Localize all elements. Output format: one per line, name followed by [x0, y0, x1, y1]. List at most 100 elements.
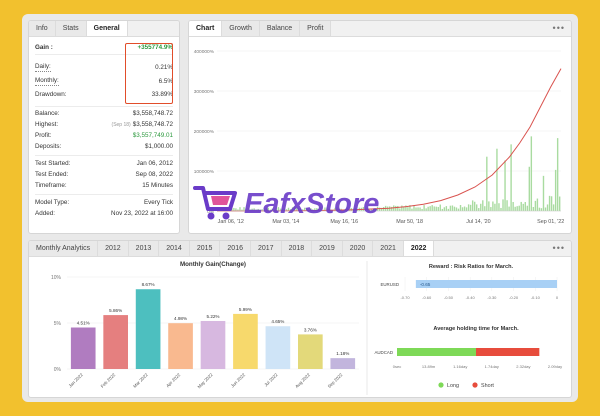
volume-bar	[259, 209, 261, 211]
tab-year-2019[interactable]: 2019	[312, 241, 343, 256]
tab-stats[interactable]: Stats	[55, 21, 87, 36]
volume-bar	[231, 208, 233, 211]
drawdown-row: Drawdown: 33.89%	[35, 90, 173, 100]
volume-bar	[255, 209, 257, 211]
tab-year-2022[interactable]: 2022	[403, 241, 435, 256]
short-bar	[476, 348, 540, 356]
monthly-menu-button[interactable]: •••	[552, 243, 565, 253]
tab-general[interactable]: General	[86, 21, 128, 36]
balance-value: $3,558,748.72	[132, 110, 173, 117]
volume-bar	[484, 206, 486, 211]
tab-chart[interactable]: Chart	[189, 21, 223, 36]
volume-bar	[554, 169, 557, 211]
volume-bar	[546, 204, 549, 211]
legend-label[interactable]: Short	[481, 383, 494, 389]
tab-growth[interactable]: Growth	[222, 21, 260, 36]
month-label: May 2022	[197, 372, 215, 390]
symbol-label: EURUSD	[380, 282, 399, 287]
volume-bar	[304, 207, 306, 211]
y-tick-label: 200000%	[194, 129, 215, 135]
month-label: Apr 2022	[165, 372, 182, 389]
monthly-gain-bar	[298, 334, 323, 369]
volume-bar	[407, 207, 409, 211]
volume-bar	[435, 206, 437, 211]
tab-year-2016[interactable]: 2016	[220, 241, 251, 256]
model-type-row: Model Type: Every Tick	[35, 198, 173, 208]
month-label: Feb 2022	[100, 372, 117, 389]
volume-bar	[530, 136, 533, 211]
volume-bar	[548, 195, 551, 211]
tab-year-2021[interactable]: 2021	[373, 241, 404, 256]
volume-bar	[243, 207, 245, 211]
volume-bar	[455, 207, 458, 211]
volume-bar	[395, 205, 397, 211]
volume-bar	[534, 200, 537, 211]
tab-info[interactable]: Info	[29, 21, 56, 36]
volume-bar	[427, 206, 429, 211]
divider	[35, 155, 173, 156]
volume-bar	[253, 208, 255, 211]
monthly-label: Monthly:	[35, 77, 59, 86]
stats-panel: Info Stats General Gain : +355774.9% Dai…	[28, 20, 180, 234]
tab-year-2013[interactable]: 2013	[128, 241, 160, 256]
x-tick-label: Sep 01, '22	[537, 219, 564, 225]
volume-bar	[419, 207, 421, 211]
tab-year-2020[interactable]: 2020	[342, 241, 374, 256]
y-tick-label: 0%	[54, 367, 62, 373]
long-bar	[397, 348, 476, 356]
x-tick-label: -0.50	[444, 295, 454, 300]
volume-bar	[320, 207, 322, 211]
volume-bar	[267, 207, 269, 211]
volume-bar	[372, 208, 375, 211]
tab-monthly-analytics[interactable]: Monthly Analytics	[29, 241, 99, 256]
test-started-row: Test Started: Jan 06, 2012	[35, 159, 173, 169]
tab-year-2018[interactable]: 2018	[281, 241, 313, 256]
volume-bar	[389, 206, 391, 211]
timeframe-label: Timeframe:	[35, 182, 67, 189]
volume-bar	[411, 208, 413, 211]
test-started-label: Test Started:	[35, 160, 71, 167]
tab-year-2015[interactable]: 2015	[189, 241, 221, 256]
bar-value-label: 5.22%	[206, 314, 219, 319]
timeframe-row: Timeframe: 15 Minutes	[35, 181, 173, 191]
volume-bar	[316, 208, 318, 211]
tab-year-2012[interactable]: 2012	[98, 241, 129, 256]
volume-bar	[556, 138, 559, 211]
x-tick-label: 1.74day	[485, 364, 499, 369]
volume-bar	[522, 203, 524, 211]
volume-bar	[261, 209, 263, 211]
volume-bar	[249, 209, 251, 211]
volume-bar	[544, 207, 547, 211]
volume-bar	[334, 207, 336, 211]
balance-label: Balance:	[35, 110, 60, 117]
volume-bar	[536, 198, 539, 211]
tab-year-2014[interactable]: 2014	[159, 241, 190, 256]
tab-balance[interactable]: Balance	[259, 21, 301, 36]
y-tick-label: 400000%	[194, 49, 215, 55]
y-tick-label: 100000%	[194, 169, 215, 175]
highest-label: Highest:	[35, 121, 59, 128]
volume-bar	[271, 208, 274, 211]
volume-bar	[550, 196, 553, 211]
watermark: EafxStore	[192, 182, 452, 232]
volume-bar	[516, 206, 518, 211]
volume-bar	[480, 203, 482, 211]
bar-value-label: 4.51%	[77, 321, 90, 326]
volume-bar	[512, 201, 514, 211]
monthly-gain-bar	[200, 320, 226, 369]
month-label: Jul 2022	[263, 372, 279, 388]
added-row: Added: Nov 23, 2022 at 16:00	[35, 209, 173, 219]
chart-menu-button[interactable]: •••	[552, 23, 565, 33]
legend-label[interactable]: Long	[447, 383, 459, 389]
volume-bar	[241, 209, 243, 211]
volume-bar	[409, 205, 411, 211]
x-tick-label: -0.60	[422, 295, 432, 300]
volume-bar	[314, 208, 316, 211]
bar-value-label: 5.99%	[239, 307, 252, 312]
tab-profit[interactable]: Profit	[300, 21, 332, 36]
volume-bar	[469, 204, 472, 211]
monthly-gain-bar	[103, 315, 128, 369]
daily-label: Daily:	[35, 63, 51, 72]
volume-bar	[465, 207, 468, 211]
tab-year-2017[interactable]: 2017	[250, 241, 282, 256]
